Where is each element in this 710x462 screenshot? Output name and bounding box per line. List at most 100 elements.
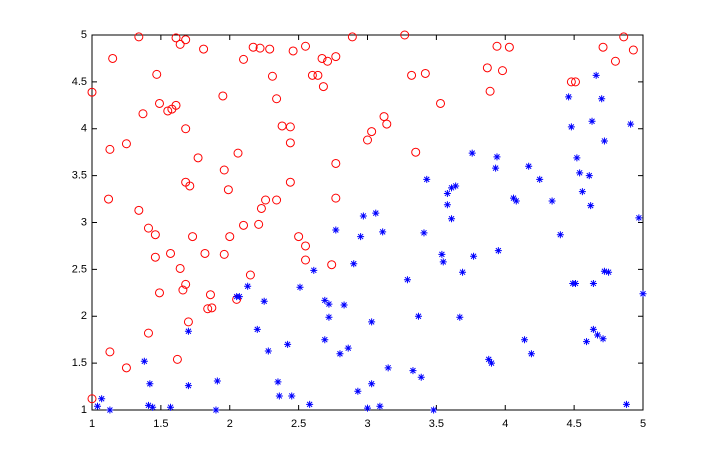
scatter-point [261,195,271,205]
scatter-point [589,325,597,333]
scatter-point [372,209,380,217]
scatter-point [573,154,581,162]
scatter-point [171,33,181,43]
scatter-point [494,247,502,255]
scatter-point [255,43,265,53]
scatter-point [556,231,564,239]
scatter-point [594,331,602,339]
scatter-point [600,137,608,145]
y-tick-label: 4 [81,123,87,135]
scatter-point [183,317,193,327]
scatter-point [301,241,311,251]
scatter-point [225,232,235,242]
scatter-point [572,279,580,287]
scatter-point [344,344,352,352]
scatter-point [267,71,277,81]
scatter-point [212,406,220,414]
scatter-point [576,169,584,177]
scatter-point [272,195,282,205]
scatter-point [193,153,203,163]
scatter-point [218,91,228,101]
scatter-point [219,165,229,175]
scatter-point [213,377,221,385]
scatter-point [318,82,328,92]
scatter-point [448,215,456,223]
scatter-point [205,290,215,300]
scatter-point [423,175,431,183]
scatter-point [379,228,387,236]
scatter-point [354,387,362,395]
scatter-point [598,42,608,52]
scatter-point [448,184,456,192]
scatter-point [140,357,148,365]
scatter-point [456,313,464,321]
scatter-point [235,293,243,301]
scatter-point [325,313,333,321]
scatter-point [485,86,495,96]
scatter-point [347,32,357,42]
scatter-point [407,70,417,80]
scatter-point [510,194,518,202]
scatter-point [409,367,417,375]
scatter-point [384,364,392,372]
scatter-point [154,98,164,108]
scatter-point [105,144,115,154]
scatter-point [144,401,152,409]
scatter-point [323,56,333,66]
scatter-point [325,300,333,308]
scatter-point [567,123,575,131]
scatter-point [87,87,97,97]
scatter-point [184,327,192,335]
scatter-point [178,285,188,295]
scatter-point [239,54,249,64]
y-tick-label: 4.5 [72,76,87,88]
scatter-point [571,77,581,87]
scatter-point [340,301,348,309]
scatter-point [336,350,344,358]
scatter-point [357,233,365,241]
scatter-point [610,56,620,66]
scatter-point [199,44,209,54]
scatter-point [181,35,191,45]
scatter-point [307,70,317,80]
scatter-point [185,181,195,191]
scatter-point [493,153,501,161]
scatter-point [163,106,173,116]
scatter-point [175,39,185,49]
scatter-point [181,124,191,134]
scatter-point [403,276,411,284]
scatter-point [154,288,164,298]
y-tick-label: 1.5 [72,357,87,369]
scatter-point [313,70,323,80]
scatter-point [430,406,438,414]
scatter-point [452,182,460,190]
x-tick-label: 1.5 [153,418,168,430]
scatter-point [253,325,261,333]
scatter-point [487,359,495,367]
scatter-point [207,303,217,313]
scatter-point [359,212,367,220]
scatter-point [219,249,229,259]
scatter-point [468,149,476,157]
scatter-point [284,340,292,348]
scatter-point [363,135,372,145]
scatter-point [635,214,643,222]
scatter-point [134,32,144,42]
scatter-point [146,380,154,388]
scatter-point [350,260,358,268]
scatter-point [106,406,114,414]
scatter-point [565,93,573,101]
scatter-point [605,268,613,276]
scatter-point [149,403,157,411]
scatter-point [443,189,451,197]
scatter-point [598,95,606,103]
scatter-point [525,162,533,170]
scatter-point [420,68,430,78]
scatter-point [105,347,115,357]
scatter-point [400,30,410,40]
scatter-point [521,336,529,344]
scatter-point [274,378,282,386]
scatter-point [321,296,329,304]
scatter-point [248,42,258,52]
